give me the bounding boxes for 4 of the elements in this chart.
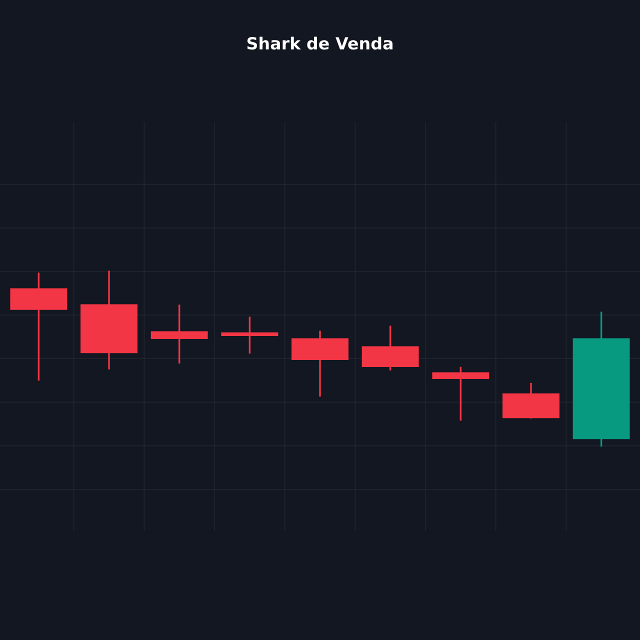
chart-title: Shark de Venda (247, 36, 392, 50)
candlestick (221, 316, 278, 354)
candlestick (150, 304, 208, 364)
candlestick (432, 366, 490, 421)
